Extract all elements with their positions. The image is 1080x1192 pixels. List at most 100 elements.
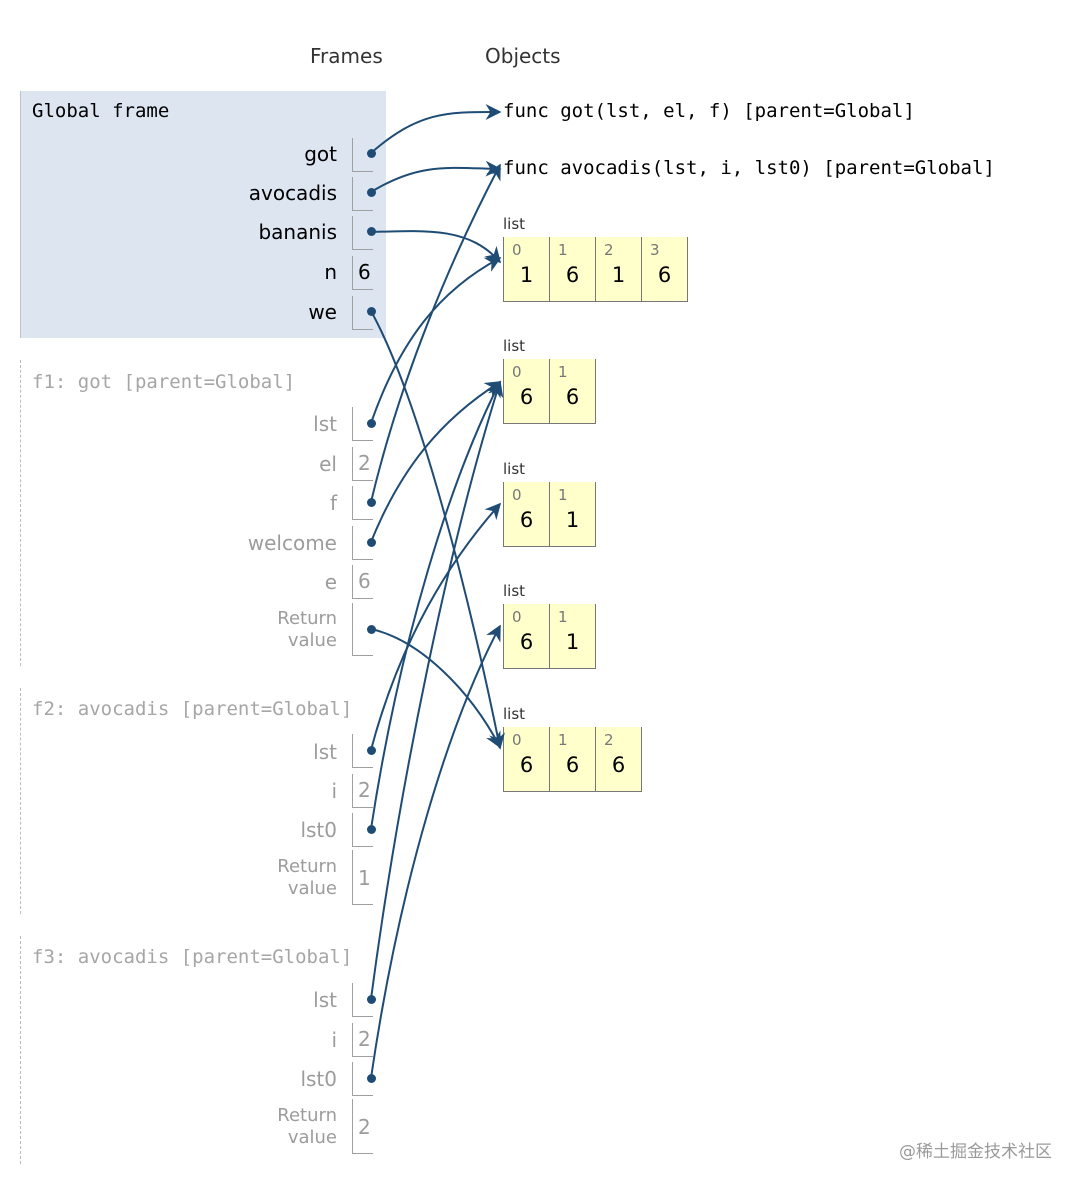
list-value: 6: [565, 753, 580, 777]
arrow-f2-lst: [370, 502, 502, 751]
list-value: 6: [519, 753, 534, 777]
var-name-bananis: bananis: [258, 220, 337, 244]
list-value: 6: [611, 753, 626, 777]
arrow-f1-f: [370, 163, 501, 503]
list-index: 0: [512, 731, 522, 749]
pointer-dot: [367, 419, 376, 428]
var-name-welcome: welcome: [247, 531, 337, 555]
var-name-return-value: Return value: [277, 1105, 337, 1148]
arrow-we: [370, 310, 505, 750]
pointer-dot: [367, 825, 376, 834]
list-index: 1: [558, 731, 568, 749]
list-index: 2: [604, 241, 614, 259]
frame-f1-title: f1: got [parent=Global]: [32, 371, 296, 393]
list-label: list: [503, 215, 526, 233]
var-name-lst0: lst0: [300, 818, 337, 842]
list-label: list: [503, 705, 526, 723]
var-name-got: got: [304, 142, 337, 166]
var-cell-el: 2: [352, 447, 373, 481]
arrow-f3-lst: [370, 380, 504, 1000]
var-name-we: we: [308, 300, 337, 324]
list-value: 6: [565, 263, 580, 287]
var-name-i: i: [331, 1028, 337, 1052]
var-name-return-value: Return value: [277, 608, 337, 651]
list-label: list: [503, 582, 526, 600]
list-value: 6: [519, 630, 534, 654]
var-cell-lst: [352, 983, 376, 1017]
var-cell-lst: [352, 407, 376, 441]
var-name-f: f: [329, 491, 337, 515]
list-value: 6: [657, 263, 672, 287]
list-index: 1: [558, 363, 568, 381]
var-cell-i: 2: [352, 774, 373, 808]
list-value: 1: [519, 263, 534, 287]
pointer-dot: [367, 995, 376, 1004]
var-cell-lst0: [352, 1062, 376, 1096]
list-index: 0: [512, 363, 522, 381]
var-name-lst: lst: [313, 412, 337, 436]
list-index: 0: [512, 241, 522, 259]
var-name-lst0: lst0: [300, 1067, 337, 1091]
list-label: list: [503, 460, 526, 478]
list-index: 3: [650, 241, 660, 259]
list-value: 1: [565, 630, 580, 654]
var-cell-lst0: [352, 813, 376, 847]
arrow-got: [370, 103, 502, 154]
frame-f2-border: [20, 688, 21, 914]
var-value-i: 2: [358, 1027, 371, 1051]
pointer-dot: [367, 538, 376, 547]
list-value: 6: [519, 385, 534, 409]
var-cell-i: 2: [352, 1023, 373, 1057]
arrow-f1-welcome: [370, 381, 502, 543]
var-value-return: 2: [358, 1115, 371, 1139]
pointer-dot: [367, 746, 376, 755]
var-value-n: 6: [358, 260, 371, 284]
var-name-n: n: [324, 260, 337, 284]
arrow-avocadis: [370, 160, 502, 193]
var-cell-welcome: [352, 526, 376, 560]
func-avocadis-object: func avocadis(lst, i, lst0) [parent=Glob…: [503, 157, 995, 179]
list-object-2: 0 6 1 6: [503, 359, 596, 424]
arrow-f1-lst: [370, 257, 502, 424]
var-value-i: 2: [358, 778, 371, 802]
var-name-return-value: Return value: [277, 856, 337, 899]
list-value: 6: [565, 385, 580, 409]
var-cell-e: 6: [352, 565, 373, 599]
frame-f3-border: [20, 936, 21, 1164]
var-name-lst: lst: [313, 740, 337, 764]
frame-f1-border: [20, 360, 21, 666]
global-frame-title: Global frame: [32, 100, 170, 122]
list-index: 0: [512, 608, 522, 626]
var-value-el: 2: [358, 451, 371, 475]
var-name-e: e: [324, 570, 337, 594]
objects-header: Objects: [485, 44, 561, 68]
var-name-lst: lst: [313, 988, 337, 1012]
var-name-i: i: [331, 779, 337, 803]
arrow-bananis: [370, 230, 502, 264]
watermark: @稀土掘金技术社区: [899, 1142, 1052, 1162]
list-index: 0: [512, 486, 522, 504]
list-value: 6: [519, 508, 534, 532]
frames-header: Frames: [310, 44, 383, 68]
var-cell-f: [352, 486, 376, 520]
var-cell-n: 6: [352, 256, 373, 290]
arrow-f2-lst0: [370, 380, 501, 830]
list-index: 1: [558, 608, 568, 626]
list-value: 1: [611, 263, 626, 287]
var-name-avocadis: avocadis: [248, 181, 337, 205]
var-value-e: 6: [358, 569, 371, 593]
pointer-dot: [367, 1074, 376, 1083]
